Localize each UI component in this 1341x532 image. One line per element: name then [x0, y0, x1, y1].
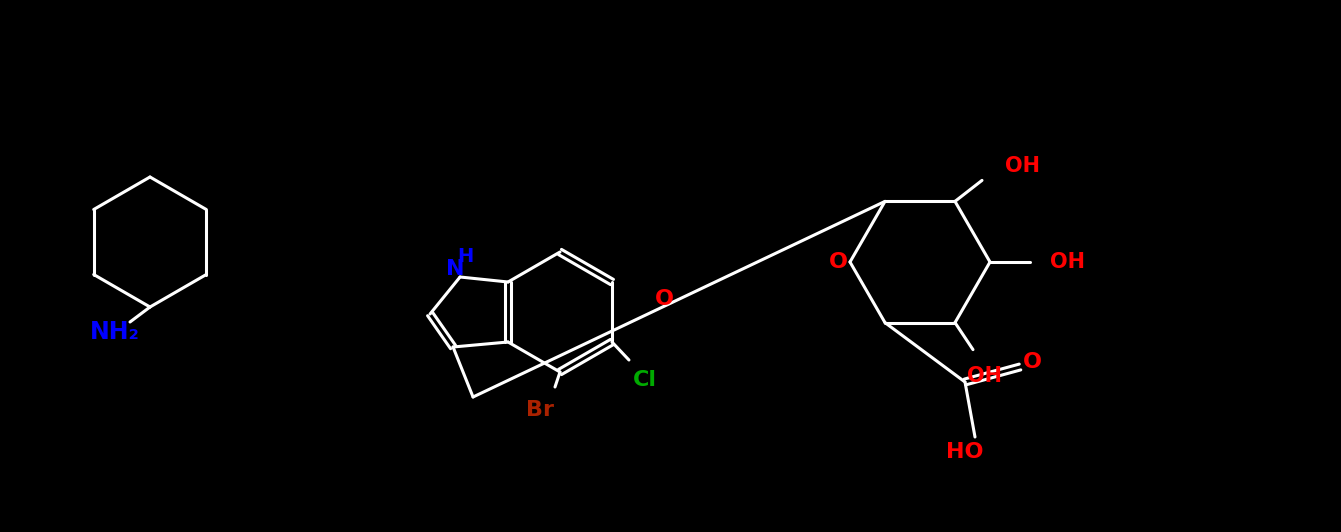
Text: Br: Br	[526, 400, 554, 420]
Text: N: N	[445, 259, 464, 279]
Text: Cl: Cl	[633, 370, 657, 390]
Text: O: O	[829, 252, 848, 272]
Text: OH: OH	[1050, 252, 1085, 272]
Text: O: O	[654, 289, 673, 309]
Text: OH: OH	[1004, 156, 1041, 177]
Text: H: H	[457, 247, 473, 267]
Text: OH: OH	[967, 365, 1003, 386]
Text: O: O	[1022, 352, 1042, 372]
Text: NH₂: NH₂	[90, 320, 139, 344]
Text: HO: HO	[947, 442, 984, 462]
